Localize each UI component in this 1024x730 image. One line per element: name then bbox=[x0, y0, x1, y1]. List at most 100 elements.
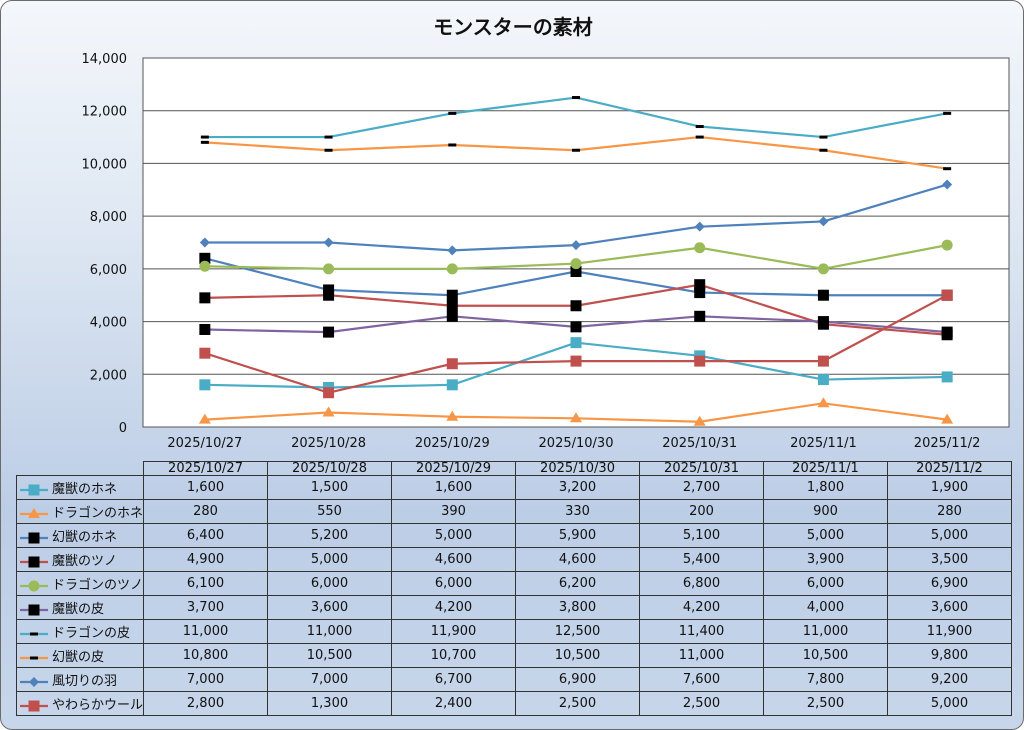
table-cell: 12,500 bbox=[515, 619, 641, 644]
table-cell: 7,000 bbox=[267, 667, 393, 692]
table-cell: 3,900 bbox=[763, 547, 889, 572]
data-point-marker bbox=[695, 125, 704, 129]
data-point-marker bbox=[694, 221, 705, 232]
table-cell: 280 bbox=[887, 499, 1013, 524]
data-point-marker bbox=[941, 289, 953, 301]
legend-label: 風切りの羽 bbox=[52, 674, 118, 689]
table-cell: 6,000 bbox=[267, 571, 393, 596]
data-point-marker bbox=[446, 310, 458, 322]
chart-title: モンスターの素材 bbox=[433, 15, 593, 39]
legend-marker bbox=[28, 700, 40, 711]
table-cell: 7,600 bbox=[639, 667, 765, 692]
data-point-marker bbox=[818, 216, 829, 227]
legend-key-icon bbox=[20, 656, 48, 659]
data-point-marker bbox=[570, 355, 582, 367]
data-point-marker bbox=[323, 326, 335, 338]
table-row: 風切りの羽 7,000 7,000 6,700 6,900 7,600 7,800 9,200 bbox=[15, 667, 1013, 692]
legend-marker bbox=[30, 656, 38, 659]
y-tick-label: 6,000 bbox=[90, 263, 127, 278]
data-point-marker bbox=[446, 263, 458, 275]
y-tick-label: 10,000 bbox=[82, 157, 128, 172]
table-cell: 330 bbox=[515, 499, 641, 524]
table-cell: 6,200 bbox=[515, 571, 641, 596]
table-cell: 6,100 bbox=[143, 571, 269, 596]
legend-key-icon bbox=[20, 580, 48, 591]
table-cell: 5,000 bbox=[763, 523, 889, 548]
legend-key-icon bbox=[20, 556, 48, 567]
legend-entry: やわらかウール bbox=[15, 691, 145, 716]
data-point-marker bbox=[199, 237, 210, 248]
data-point-marker bbox=[817, 316, 829, 328]
y-tick-label: 0 bbox=[119, 421, 127, 436]
legend-key-icon bbox=[20, 507, 48, 518]
series-markers-9 bbox=[199, 289, 953, 399]
data-point-marker bbox=[570, 300, 582, 312]
data-point-marker bbox=[694, 279, 706, 291]
legend-label: ドラゴンのツノ bbox=[52, 578, 144, 593]
series-markers-4 bbox=[199, 239, 953, 275]
table-cell: 6,700 bbox=[391, 667, 517, 692]
data-point-marker bbox=[199, 379, 211, 391]
table-cell: 7,800 bbox=[763, 667, 889, 692]
data-point-marker bbox=[694, 310, 706, 322]
table-cell: 3,500 bbox=[887, 547, 1013, 572]
table-cell: 6,900 bbox=[515, 667, 641, 692]
data-point-marker bbox=[198, 413, 211, 424]
x-tick-label: 2025/11/2 bbox=[914, 436, 981, 451]
table-cell: 2,500 bbox=[639, 691, 765, 716]
data-point-marker bbox=[448, 143, 457, 147]
x-tick-label: 2025/10/29 bbox=[415, 436, 490, 451]
data-point-marker bbox=[323, 237, 334, 248]
data-table: 2025/10/27 2025/10/28 2025/10/29 2025/10/30… bbox=[15, 461, 1013, 716]
data-point-marker bbox=[446, 358, 458, 370]
legend-marker bbox=[28, 507, 40, 518]
table-cell: 6,400 bbox=[143, 523, 269, 548]
data-point-marker bbox=[943, 111, 952, 115]
data-point-marker bbox=[199, 347, 211, 359]
x-axis: 2025/10/27 2025/10/28 2025/10/29 2025/10/30… bbox=[167, 436, 980, 451]
data-point-marker bbox=[695, 135, 704, 139]
table-row: やわらかウール 2,800 1,300 2,400 2,500 2,500 2,500 5,0… bbox=[15, 691, 1013, 716]
table-cell: 3,600 bbox=[887, 595, 1013, 620]
table-row: 幻獣のホネ 6,400 5,200 5,000 5,900 5,100 5,000 5,000 bbox=[15, 523, 1013, 548]
y-tick-label: 12,000 bbox=[82, 105, 128, 120]
table-cell: 5,000 bbox=[887, 523, 1013, 548]
legend-key-icon bbox=[20, 604, 48, 615]
table-cell: 2,400 bbox=[391, 691, 517, 716]
data-point-marker bbox=[570, 412, 582, 423]
legend-marker bbox=[28, 556, 40, 567]
legend-marker bbox=[28, 532, 40, 543]
table-cell: 4,200 bbox=[391, 595, 517, 620]
data-point-marker bbox=[570, 337, 582, 349]
data-point-marker bbox=[323, 263, 335, 275]
y-tick-label: 14,000 bbox=[82, 52, 128, 67]
data-point-marker bbox=[323, 387, 335, 399]
table-cell: 6,000 bbox=[391, 571, 517, 596]
table-cell: 6,900 bbox=[887, 571, 1013, 596]
legend-entry: 幻獣のホネ bbox=[15, 523, 145, 548]
series-markers-6 bbox=[200, 96, 952, 139]
data-point-marker bbox=[942, 179, 953, 190]
data-point-marker bbox=[446, 410, 459, 421]
data-point-marker bbox=[570, 258, 582, 270]
data-point-marker bbox=[447, 245, 458, 256]
table-column-header: 2025/11/1 bbox=[763, 461, 889, 476]
table-cell: 1,900 bbox=[887, 475, 1013, 500]
table-cell: 10,500 bbox=[763, 643, 889, 668]
table-row: ドラゴンのツノ 6,100 6,000 6,000 6,200 6,800 6,000 6,9… bbox=[15, 571, 1013, 596]
table-column-header: 2025/10/29 bbox=[391, 461, 517, 476]
table-column-header: 2025/10/27 bbox=[143, 461, 269, 476]
table-cell: 4,900 bbox=[143, 547, 269, 572]
data-point-marker bbox=[694, 355, 706, 367]
legend-label: 魔獣の皮 bbox=[52, 602, 105, 617]
data-point-marker bbox=[943, 167, 952, 171]
y-tick-label: 2,000 bbox=[90, 368, 127, 383]
table-cell: 11,900 bbox=[887, 619, 1013, 644]
legend-entry: ドラゴンのツノ bbox=[15, 571, 145, 596]
table-cell: 5,400 bbox=[639, 547, 765, 572]
table-cell: 6,000 bbox=[763, 571, 889, 596]
data-point-marker bbox=[571, 240, 581, 251]
data-point-marker bbox=[572, 148, 580, 152]
data-point-marker bbox=[446, 289, 458, 301]
